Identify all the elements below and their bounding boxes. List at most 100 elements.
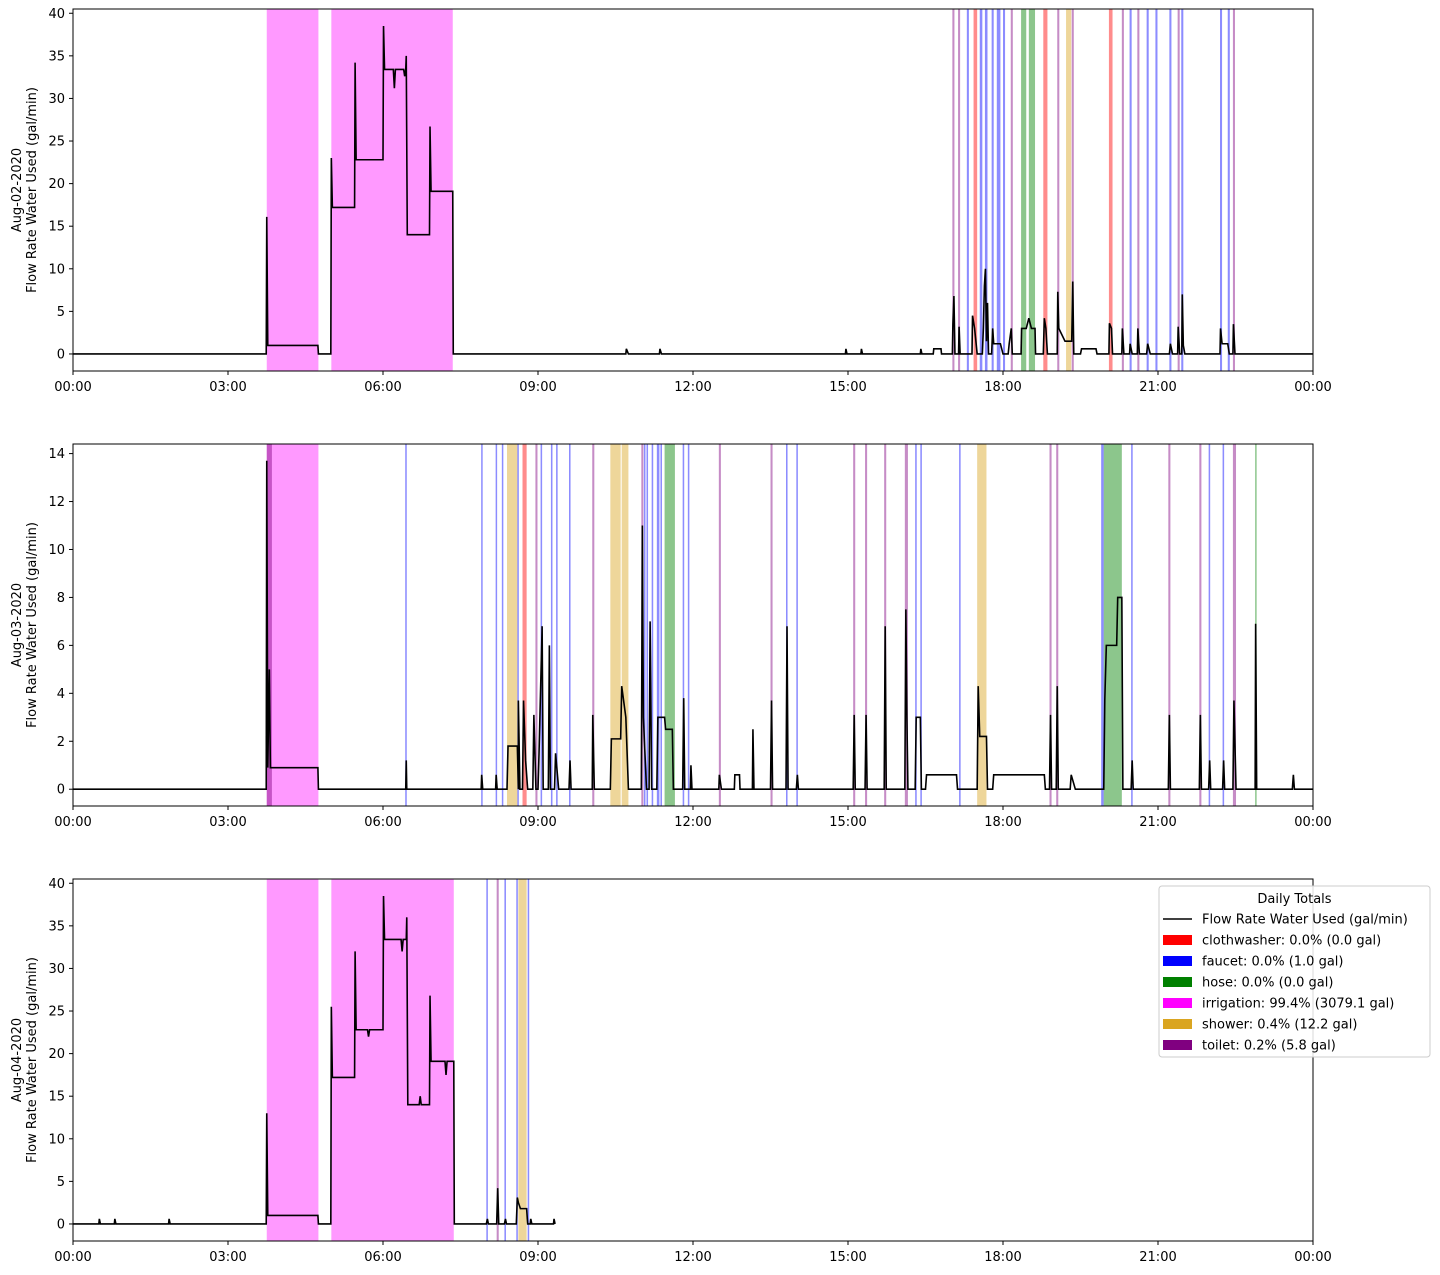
event-faucet-25 bbox=[682, 444, 685, 806]
x-tick-label: 15:00 bbox=[829, 815, 866, 830]
event-faucet-43 bbox=[1131, 444, 1133, 806]
event-toilet-32 bbox=[865, 444, 868, 806]
x-tick-label: 09:00 bbox=[519, 380, 556, 395]
legend-swatch-clothwasher bbox=[1163, 935, 1192, 945]
flow-series-line bbox=[73, 26, 1313, 355]
panel-2: 00:00 03:00 06:00 09:00 12:00 15:00 18:00 21:00… bbox=[10, 443, 1332, 830]
event-faucet-14 bbox=[569, 444, 571, 806]
y-tick-label: 14 bbox=[48, 447, 65, 462]
x-tick-label: 00:00 bbox=[54, 380, 91, 395]
event-irrigation-1 bbox=[266, 879, 319, 1241]
event-faucet-30 bbox=[796, 444, 798, 806]
flow-series-line bbox=[73, 460, 1313, 791]
flow-series-line bbox=[73, 896, 556, 1225]
event-irrigation-1 bbox=[266, 9, 319, 371]
event-faucet-23 bbox=[660, 444, 662, 806]
event-shower-7 bbox=[518, 879, 527, 1241]
event-shower-17 bbox=[621, 444, 629, 806]
event-irrigation-1 bbox=[266, 444, 319, 806]
y-tick-label: 5 bbox=[57, 305, 65, 320]
event-faucet-6 bbox=[501, 444, 504, 806]
y-tick-label: 20 bbox=[48, 1047, 65, 1062]
event-faucet-10 bbox=[996, 9, 1001, 371]
event-faucet-24 bbox=[1155, 9, 1158, 371]
y-tick-label: 35 bbox=[48, 49, 65, 64]
x-tick-label: 06:00 bbox=[364, 815, 401, 830]
event-toilet-12 bbox=[1010, 9, 1013, 371]
x-tick-label: 18:00 bbox=[984, 380, 1021, 395]
x-tick-label: 09:00 bbox=[519, 1250, 556, 1265]
y-axis-date-label: Aug-03-2020 bbox=[10, 583, 25, 667]
event-faucet-29 bbox=[786, 444, 788, 806]
event-toilet-39 bbox=[1049, 444, 1052, 806]
legend-swatch-hose bbox=[1163, 977, 1192, 987]
event-faucet-21 bbox=[1129, 9, 1132, 371]
event-faucet-28 bbox=[1220, 9, 1223, 371]
event-faucet-11 bbox=[540, 444, 543, 806]
event-toilet-10 bbox=[535, 444, 538, 806]
x-tick-label: 03:00 bbox=[209, 1250, 246, 1265]
event-faucet-23 bbox=[1146, 9, 1149, 371]
plot-area bbox=[73, 879, 556, 1241]
x-tick-label: 21:00 bbox=[1139, 380, 1176, 395]
x-tick-label: 21:00 bbox=[1139, 815, 1176, 830]
event-faucet-8 bbox=[517, 444, 519, 806]
legend-box bbox=[1158, 885, 1431, 1058]
event-toilet-40 bbox=[1056, 444, 1059, 806]
y-tick-label: 20 bbox=[48, 177, 65, 192]
event-faucet-5 bbox=[966, 9, 969, 371]
event-faucet-3 bbox=[405, 444, 407, 806]
event-clothwasher-6 bbox=[973, 9, 978, 371]
event-irrigation-2 bbox=[331, 879, 454, 1241]
event-toilet-27 bbox=[718, 444, 721, 806]
legend-entry-toilet: toilet: 0.2% (5.8 gal) bbox=[1202, 1039, 1336, 1054]
event-faucet-3 bbox=[486, 879, 488, 1241]
x-tick-label: 09:00 bbox=[519, 815, 556, 830]
y-tick-label: 35 bbox=[48, 919, 65, 934]
panel-3: 00:00 03:00 06:00 09:00 12:00 15:00 18:00 21:00… bbox=[10, 877, 1332, 1265]
y-tick-label: 8 bbox=[57, 591, 65, 606]
event-faucet-12 bbox=[550, 444, 553, 806]
legend-entry-hose: hose: 0.0% (0.0 gal) bbox=[1202, 976, 1333, 991]
event-faucet-22 bbox=[656, 444, 660, 806]
y-tick-label: 4 bbox=[57, 687, 65, 702]
event-faucet-37 bbox=[959, 444, 961, 806]
x-tick-label: 00:00 bbox=[1294, 380, 1331, 395]
legend-entry-irrigation: irrigation: 99.4% (3079.1 gal) bbox=[1202, 997, 1394, 1012]
event-faucet-5 bbox=[504, 879, 506, 1241]
event-irrigation-2 bbox=[331, 9, 453, 371]
y-tick-label: 0 bbox=[57, 347, 65, 362]
event-shower-7 bbox=[507, 444, 518, 806]
x-tick-label: 12:00 bbox=[674, 815, 711, 830]
x-tick-label: 15:00 bbox=[829, 380, 866, 395]
y-tick-label: 15 bbox=[48, 1090, 65, 1105]
event-faucet-7 bbox=[979, 9, 983, 371]
y-tick-label: 30 bbox=[48, 92, 65, 107]
event-faucet-46 bbox=[1208, 444, 1211, 806]
x-tick-label: 00:00 bbox=[54, 1250, 91, 1265]
x-tick-label: 15:00 bbox=[829, 1250, 866, 1265]
event-toilet-30 bbox=[1232, 9, 1235, 371]
event-faucet-4 bbox=[481, 444, 483, 806]
y-axis-unit-label: Flow Rate Water Used (gal/min) bbox=[25, 87, 40, 293]
x-tick-label: 21:00 bbox=[1139, 1250, 1176, 1265]
event-faucet-9 bbox=[991, 9, 994, 371]
legend-swatch-toilet bbox=[1163, 1040, 1192, 1050]
event-faucet-29 bbox=[1227, 9, 1230, 371]
event-faucet-11 bbox=[1003, 9, 1006, 371]
y-tick-label: 0 bbox=[57, 1217, 65, 1232]
event-faucet-20 bbox=[646, 444, 649, 806]
panel-1: 00:00 03:00 06:00 09:00 12:00 15:00 18:00 21:00… bbox=[10, 7, 1332, 395]
event-faucet-41 bbox=[1101, 444, 1104, 806]
legend-swatch-shower bbox=[1163, 1019, 1192, 1029]
event-faucet-25 bbox=[1169, 9, 1172, 371]
legend-entry-faucet: faucet: 0.0% (1.0 gal) bbox=[1202, 955, 1343, 970]
x-tick-label: 06:00 bbox=[364, 380, 401, 395]
y-tick-label: 2 bbox=[57, 735, 65, 750]
axes-frame bbox=[72, 8, 1314, 372]
event-hose-24 bbox=[664, 444, 675, 806]
y-tick-label: 10 bbox=[48, 262, 65, 277]
x-tick-label: 12:00 bbox=[674, 1250, 711, 1265]
y-axis-unit-label: Flow Rate Water Used (gal/min) bbox=[25, 957, 40, 1163]
